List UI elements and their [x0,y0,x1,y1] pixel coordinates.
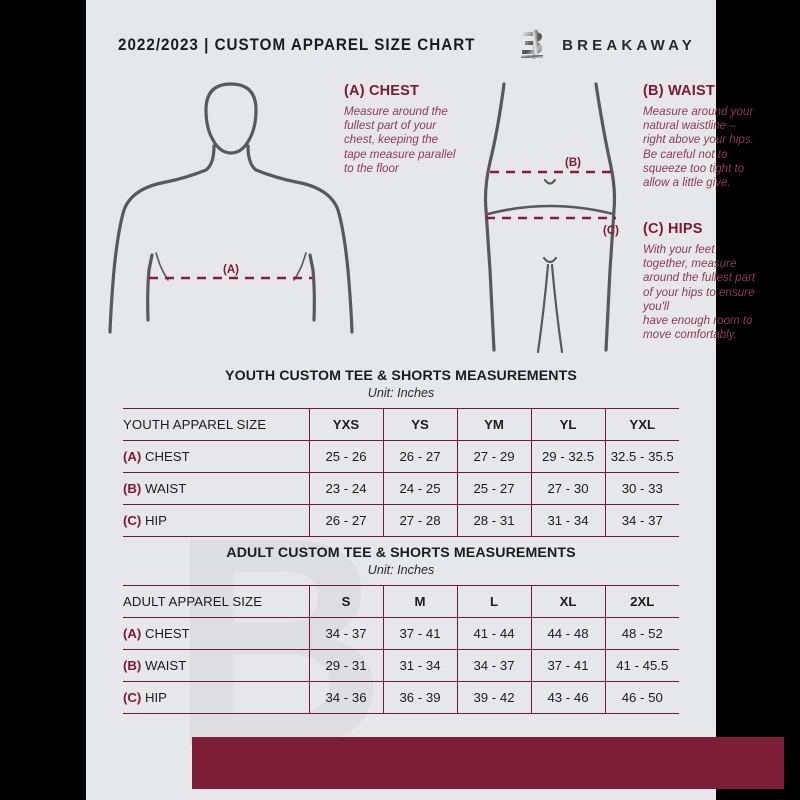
adult-section-unit: Unit: Inches [367,563,435,577]
youth-cell-2-1: 27 - 28 [382,504,457,537]
page-title: 2022/2023 | CUSTOM APPAREL SIZE CHART [118,35,476,54]
waist-marker-label: (B) [565,157,581,169]
adult-size-table: ADULT APPAREL SIZE S M L XL 2XL (A) CHES… [123,585,679,714]
description-chest: (A) CHEST Measure around the fullest par… [344,83,504,176]
table-row: (C) HIP 26 - 27 27 - 28 28 - 31 31 - 34 … [123,504,679,537]
adult-row-label-0: (A) CHEST [123,617,309,650]
brand-lockup: BREAKAWAY [519,29,696,61]
youth-cell-1-2: 25 - 27 [456,472,531,505]
description-waist: (B) WAIST Measure around your natural wa… [643,83,783,190]
youth-cell-1-4: 30 - 33 [604,472,679,505]
adult-cell-2-3: 43 - 46 [530,681,605,714]
adult-label-header: ADULT APPAREL SIZE [123,585,309,618]
description-chest-body: Measure around the fullest part of your … [344,105,456,175]
adult-cell-0-3: 44 - 48 [530,617,605,650]
adult-cell-0-0: 34 - 37 [308,617,383,650]
page-sheet: B 2022/2023 | CUSTOM APPAREL SIZE CHART [86,0,784,800]
adult-cell-2-4: 46 - 50 [604,681,679,714]
adult-cell-0-1: 37 - 41 [382,617,457,650]
youth-cell-1-1: 24 - 25 [382,472,457,505]
youth-cell-0-3: 29 - 32.5 [530,440,605,473]
table-row: (A) CHEST 25 - 26 26 - 27 27 - 29 29 - 3… [123,440,679,473]
youth-row-label-1: (B) WAIST [123,472,309,505]
description-waist-body: Measure around your natural waistline – … [643,105,754,190]
youth-cell-1-0: 23 - 24 [308,472,383,505]
youth-row-label-2: (C) HIP [123,504,309,537]
youth-measurements-section: YOUTH CUSTOM TEE & SHORTS MEASUREMENTS U… [86,368,716,537]
adult-cell-1-3: 37 - 41 [530,649,605,682]
brand-name: BREAKAWAY [562,36,696,54]
youth-row-name-0: CHEST [144,449,190,464]
description-waist-title: (B) WAIST [643,83,715,99]
youth-cell-0-2: 27 - 29 [456,440,531,473]
adult-cell-2-2: 39 - 42 [456,681,531,714]
table-row: (C) HIP 34 - 36 36 - 39 39 - 42 43 - 46 … [123,681,679,714]
breakaway-b-monogram-icon [519,29,549,61]
adult-row-label-1: (B) WAIST [123,649,309,682]
adult-size-header-2: L [456,585,531,618]
youth-cell-1-3: 27 - 30 [530,472,605,505]
youth-cell-0-0: 25 - 26 [308,440,383,473]
adult-section-title: ADULT CUSTOM TEE & SHORTS MEASUREMENTS [226,545,576,561]
adult-row-tag-1: (B) [123,658,142,673]
table-header-row: YOUTH APPAREL SIZE YXS YS YM YL YXL [123,408,679,441]
youth-row-tag-1: (B) [123,481,142,496]
youth-cell-2-2: 28 - 31 [456,504,531,537]
table-row: (A) CHEST 34 - 37 37 - 41 41 - 44 44 - 4… [123,617,679,650]
adult-row-tag-0: (A) [123,626,142,641]
youth-section-title: YOUTH CUSTOM TEE & SHORTS MEASUREMENTS [225,368,577,384]
youth-size-header-0: YXS [308,408,383,441]
table-header-row: ADULT APPAREL SIZE S M L XL 2XL [123,585,679,618]
description-hips-title: (C) HIPS [643,221,703,237]
youth-cell-2-0: 26 - 27 [308,504,383,537]
adult-row-name-1: WAIST [144,658,187,673]
adult-row-tag-2: (C) [123,690,142,705]
youth-row-tag-0: (A) [123,449,142,464]
youth-cell-2-4: 34 - 37 [604,504,679,537]
adult-size-header-3: XL [530,585,605,618]
adult-measurements-section: ADULT CUSTOM TEE & SHORTS MEASUREMENTS U… [86,545,716,714]
adult-cell-2-0: 34 - 36 [308,681,383,714]
adult-size-header-1: M [382,585,457,618]
adult-cell-1-0: 29 - 31 [308,649,383,682]
youth-section-unit: Unit: Inches [367,386,435,400]
youth-label-header: YOUTH APPAREL SIZE [123,408,309,441]
youth-size-header-1: YS [382,408,457,441]
adult-cell-1-4: 41 - 45.5 [604,649,679,682]
measurement-illustration: (A) (B) (C) [86,70,716,360]
youth-row-label-0: (A) CHEST [123,440,309,473]
youth-size-header-2: YM [456,408,531,441]
youth-cell-0-1: 26 - 27 [382,440,457,473]
youth-row-name-2: HIP [144,513,167,528]
youth-cell-0-4: 32.5 - 35.5 [604,440,679,473]
adult-cell-1-2: 34 - 37 [456,649,531,682]
youth-size-header-3: YL [530,408,605,441]
description-chest-title: (A) CHEST [344,83,420,99]
adult-cell-2-1: 36 - 39 [382,681,457,714]
table-row: (B) WAIST 23 - 24 24 - 25 25 - 27 27 - 3… [123,472,679,505]
youth-row-tag-2: (C) [123,513,142,528]
adult-row-name-0: CHEST [144,626,190,641]
youth-row-name-1: WAIST [144,481,187,496]
adult-row-label-2: (C) HIP [123,681,309,714]
youth-cell-2-3: 31 - 34 [530,504,605,537]
description-hips: (C) HIPS With your feet together, measur… [643,221,783,342]
page-header: 2022/2023 | CUSTOM APPAREL SIZE CHART [86,28,716,62]
adult-size-header-0: S [308,585,383,618]
adult-cell-0-2: 41 - 44 [456,617,531,650]
adult-cell-1-1: 31 - 34 [382,649,457,682]
adult-cell-0-4: 48 - 52 [604,617,679,650]
chest-marker-label: (A) [223,264,239,276]
youth-size-table: YOUTH APPAREL SIZE YXS YS YM YL YXL (A) … [123,408,679,537]
footer-accent-bar [192,737,784,789]
table-row: (B) WAIST 29 - 31 31 - 34 34 - 37 37 - 4… [123,649,679,682]
description-hips-body: With your feet together, measure around … [643,243,756,342]
adult-size-header-4: 2XL [604,585,679,618]
hips-marker-label: (C) [603,225,619,237]
adult-row-name-2: HIP [144,690,167,705]
youth-size-header-4: YXL [604,408,679,441]
